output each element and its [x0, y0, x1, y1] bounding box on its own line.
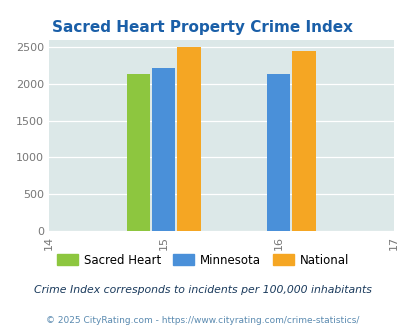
Legend: Sacred Heart, Minnesota, National: Sacred Heart, Minnesota, National	[53, 250, 352, 270]
Bar	[177, 47, 200, 231]
Bar	[266, 74, 290, 231]
Bar	[152, 68, 175, 231]
Text: Crime Index corresponds to incidents per 100,000 inhabitants: Crime Index corresponds to incidents per…	[34, 285, 371, 295]
Text: © 2025 CityRating.com - https://www.cityrating.com/crime-statistics/: © 2025 CityRating.com - https://www.city…	[46, 315, 359, 325]
Bar	[126, 74, 150, 231]
Text: Sacred Heart Property Crime Index: Sacred Heart Property Crime Index	[52, 20, 353, 35]
Bar	[292, 50, 315, 231]
